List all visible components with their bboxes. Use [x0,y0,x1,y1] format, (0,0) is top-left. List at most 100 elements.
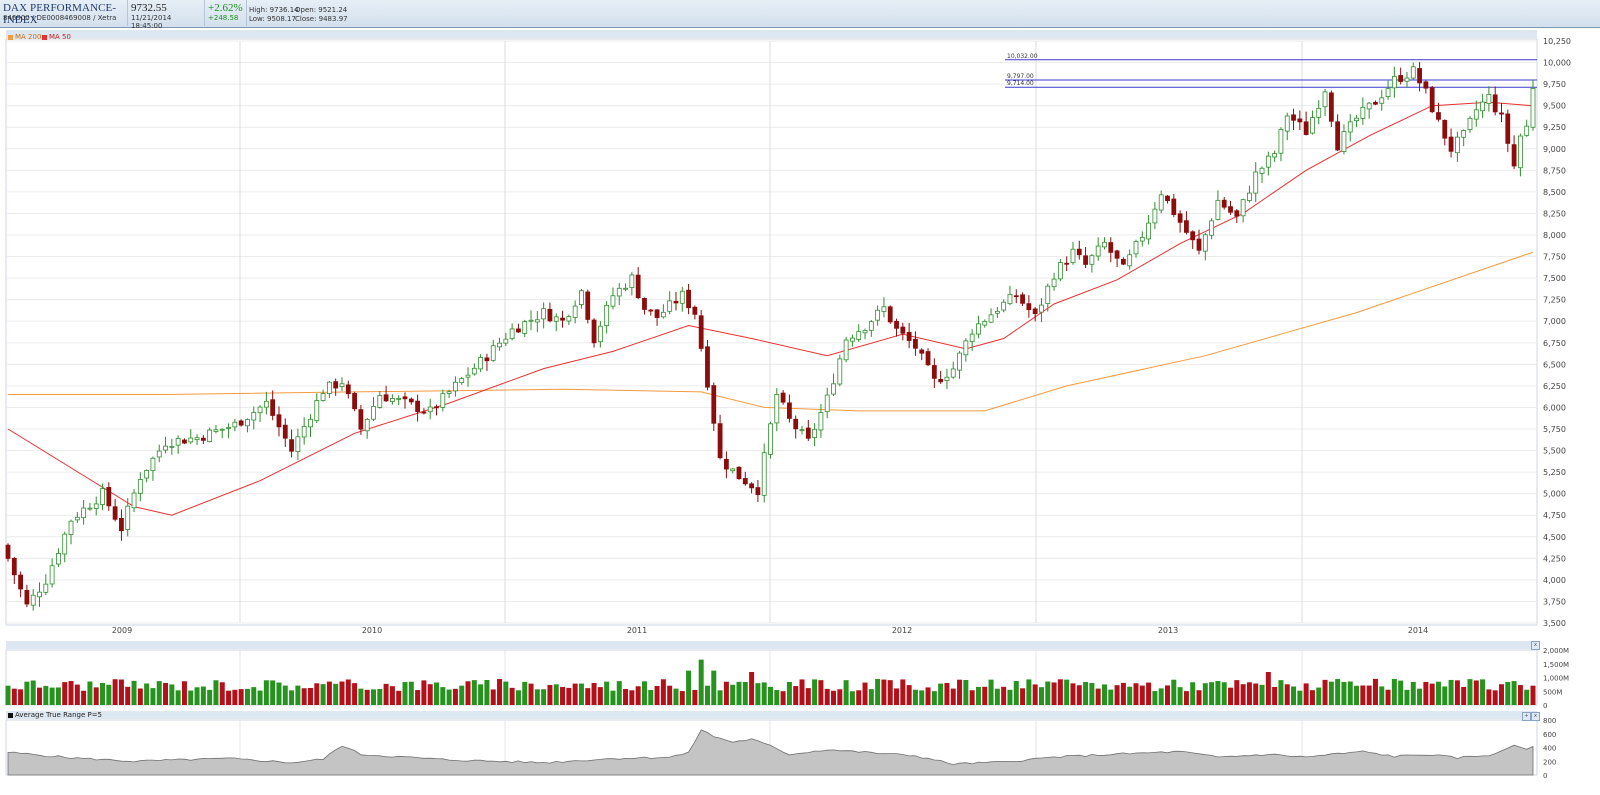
candle-body [1322,91,1328,108]
candle-body [635,274,641,299]
candle-body [862,329,868,334]
candle [1354,114,1359,128]
volume-bar [251,687,257,705]
volume-bar [616,681,622,705]
candle-body [314,400,320,421]
candle [1139,231,1145,247]
volume-bar [553,684,559,705]
candle [1486,86,1492,112]
ytick-8500: 8,500 [1543,188,1566,197]
candle-body [408,398,414,403]
candle [692,305,698,320]
candle [1209,218,1215,240]
volume-bar [465,681,471,705]
level-label-0: 10,032.00 [1007,53,1038,60]
legend-atr[interactable]: Average True Range P=5 [8,711,102,719]
candle [415,394,421,422]
ytick-6500: 6,500 [1543,360,1566,369]
ytick-5500: 5,500 [1543,447,1566,456]
volume-bar [471,680,477,705]
volume-bar [541,689,547,705]
volume-bar [408,681,414,705]
volume-bar [975,686,981,705]
candle [1480,93,1485,118]
candle-body [1253,171,1259,194]
candle [522,319,528,338]
candle [1253,162,1259,203]
legend-ma50[interactable]: MA 50 [42,33,71,41]
candle-body [572,305,578,318]
volume-bar [755,683,761,705]
candle [257,405,263,423]
volume-bar [175,690,181,705]
candle-body [276,414,282,428]
volume-bar [188,690,194,705]
candle [1152,201,1158,229]
candle-body [799,429,805,432]
atr-close-button[interactable]: x [1531,712,1540,721]
candle [887,305,893,324]
candle [931,358,937,388]
instrument-name[interactable]: DAX PERFORMANCE-INDEX [3,2,117,26]
candle-body [648,309,654,312]
volume-bar [87,681,93,705]
candle-body [396,397,402,400]
candle-body [87,507,93,510]
volume-bar [1284,684,1290,705]
volume-bar [118,679,124,705]
volume-bar [1309,690,1315,705]
volume-bar [711,670,717,705]
candle-body [1120,258,1126,265]
atr-settings-button[interactable]: + [1522,712,1531,721]
volume-bar [1127,686,1133,705]
volume-settings-button[interactable]: x [1531,641,1540,650]
candle-body [156,450,162,458]
volume-bar [62,682,68,705]
candle-body [49,565,55,585]
candle-body [125,505,131,530]
candle [1158,190,1164,214]
candle-body [1265,155,1271,168]
candle-body [106,486,112,507]
candle-body [1240,199,1246,217]
candle [371,397,376,422]
candle [1089,253,1095,273]
legend-ma200[interactable]: MA 200 [8,33,41,41]
volume-bar [547,685,553,705]
candle-body [471,367,477,375]
candle-body [1436,112,1441,120]
candle [1335,114,1341,152]
volume-bar [1095,688,1101,705]
candle-body [144,470,150,479]
candle [263,391,269,415]
volume-bar [1498,684,1504,705]
volume-bar [1328,681,1334,705]
atr-swatch [8,712,13,718]
volume-bar [314,683,320,705]
candle [1391,66,1397,98]
candle-body [497,342,502,348]
candle-body [913,338,918,349]
candle [390,394,395,405]
candle-body [768,423,773,455]
candle-body [1013,295,1019,298]
xtick-2012: 2012 [892,626,912,635]
volume-bar [144,683,150,705]
candle-body [1328,92,1334,122]
candle [471,363,477,376]
candle-body [453,381,458,392]
volume-bar [591,682,597,705]
candle-body [1360,106,1366,119]
candle [295,428,301,460]
volume-bar [1385,689,1391,705]
candle-body [169,446,175,448]
candle [1013,289,1019,304]
candle [988,308,994,324]
volume-bar [963,679,969,705]
candle-body [1341,131,1347,152]
volume-bar [137,688,143,705]
stat-high: High: 9736.14 [249,6,299,14]
candle-body [875,309,881,321]
candle [87,502,93,511]
